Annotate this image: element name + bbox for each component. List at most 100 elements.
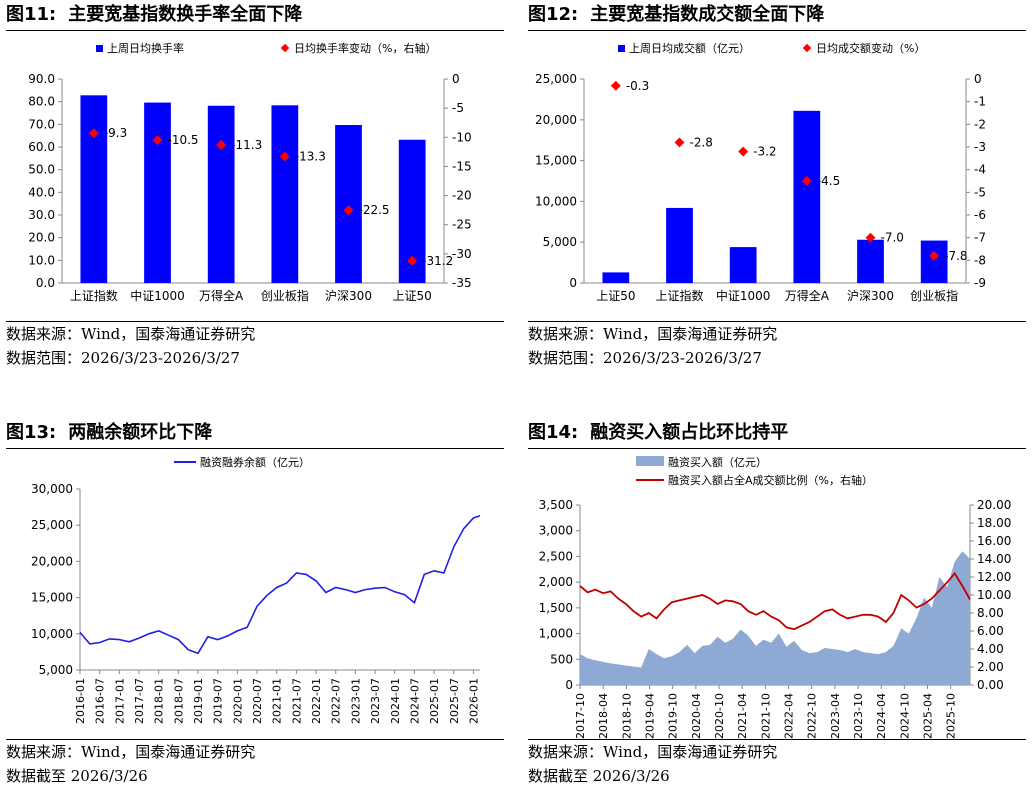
legend-label: 上周日均换手率 <box>107 41 184 55</box>
y-tick-label-right: -6 <box>974 208 986 222</box>
y-tick-label-right: -10 <box>452 130 472 144</box>
y-tick-label-left: 90.0 <box>28 72 55 86</box>
y-tick-label: 10,000 <box>31 627 73 641</box>
y-tick-label-left: 2,500 <box>539 549 573 563</box>
x-tick-label: 创业板指 <box>261 288 309 303</box>
data-label: -4.5 <box>817 174 840 188</box>
bar <box>80 95 108 283</box>
y-tick-label-left: 0.0 <box>36 276 55 290</box>
bar <box>793 110 821 283</box>
legend-label: 上周日均成交额（亿元） <box>629 41 750 55</box>
y-tick-label-right: -20 <box>452 189 472 203</box>
x-tick-label: 2020-07 <box>251 678 264 724</box>
range-note: 数据截至 2026/3/26 <box>6 767 148 785</box>
y-tick-label-right: -1 <box>974 95 986 109</box>
y-tick-label-right: -25 <box>452 218 472 232</box>
y-tick-label-left: 0 <box>569 276 577 290</box>
x-tick-label: 上证指数 <box>655 288 703 303</box>
x-tick-label: 2022-07 <box>330 678 343 724</box>
figure-number: 图12: <box>528 4 579 25</box>
y-tick-label-right: 4.00 <box>977 642 1004 656</box>
x-tick-label: 万得全A <box>199 288 244 303</box>
chart-area: 融资买入额（亿元） 融资买入额占全A成交额比例（%，右轴） 0 500 1,000 1,5… <box>528 449 1026 740</box>
chart-panel-fig14: 图14: 融资买入额占比环比持平 融资买入额（亿元） 融资买入额占全A成交额比例（%… <box>528 418 1026 788</box>
x-tick-label: 2025-01 <box>428 678 441 724</box>
legend-label: 日均成交额变动（%） <box>816 41 925 55</box>
x-tick-label: 2019-07 <box>212 678 225 724</box>
x-tick-label: 2024-01 <box>389 678 402 724</box>
financing-buy-area-chart: 融资买入额（亿元） 融资买入额占全A成交额比例（%，右轴） 0 500 1,000 1,5… <box>539 456 1011 739</box>
y-tick-label-left: 25,000 <box>535 72 577 86</box>
x-tick-label: 2021-07 <box>290 678 303 724</box>
y-tick-label-left: 1,500 <box>539 601 573 615</box>
bar <box>920 240 948 283</box>
data-label: -11.3 <box>231 138 262 152</box>
x-tick-label: 2023-10 <box>852 693 865 739</box>
y-tick-label-right: 0 <box>974 72 982 86</box>
y-tick-label-left: 60.0 <box>28 140 55 154</box>
x-tick-label: 2018-10 <box>620 693 633 739</box>
y-tick-label-right: -4 <box>974 163 986 177</box>
turnover-bar-chart: 上周日均换手率 日均换手率变动（%，右轴） 0.0 10.0 20.0 30.0 40.0 5… <box>28 41 472 303</box>
x-tick-label: 2021-01 <box>271 678 284 724</box>
change-marker <box>343 205 354 216</box>
y-tick-label-left: 80.0 <box>28 95 55 109</box>
y-tick-label-right: 16.00 <box>977 534 1011 548</box>
data-label: -3.2 <box>753 145 776 159</box>
x-tick-label: 2020-01 <box>231 678 244 724</box>
source-note: 数据来源：Wind，国泰海通证券研究 <box>528 743 778 761</box>
chart-area: 融资融券余额（亿元） 5,000 10,000 15,000 20,000 25,000 3… <box>6 449 504 740</box>
chart-panel-fig13: 图13: 两融余额环比下降 融资融券余额（亿元） 5,000 10,000 15,000… <box>6 418 504 788</box>
x-tick-label: 万得全A <box>785 288 830 303</box>
x-tick-label: 创业板指 <box>910 288 958 303</box>
y-tick-label-left: 3,000 <box>539 524 573 538</box>
figure-number: 图11: <box>6 4 57 25</box>
chart-area: 上周日均成交额（亿元） 日均成交额变动（%） 0 5,000 10,000 15,000 2… <box>528 31 1026 322</box>
bar <box>335 125 362 283</box>
data-label: -9.3 <box>104 126 127 140</box>
data-label: -31.2 <box>422 254 453 268</box>
x-tick-label: 2020-04 <box>690 693 703 739</box>
legend-swatch-bar <box>96 45 103 52</box>
series-area <box>580 551 970 685</box>
change-marker <box>929 250 940 261</box>
legend-label: 融资买入额（亿元） <box>668 456 767 469</box>
y-tick-label-left: 1,000 <box>539 627 573 641</box>
x-tick-label: 2022-10 <box>806 693 819 739</box>
change-marker <box>738 146 749 157</box>
y-tick-label-left: 50.0 <box>28 163 55 177</box>
y-tick-label-left: 0 <box>565 678 573 692</box>
x-tick-label: 2022-01 <box>310 678 323 724</box>
y-tick-label-left: 5,000 <box>543 235 577 249</box>
x-tick-label: 2021-10 <box>759 693 772 739</box>
y-tick-label-right: -5 <box>452 101 464 115</box>
x-tick-label: 2023-07 <box>369 678 382 724</box>
change-marker <box>801 176 812 186</box>
legend-swatch-marker <box>802 43 812 53</box>
x-tick-label: 沪深300 <box>847 289 894 303</box>
y-tick-label-right: 10.00 <box>977 588 1011 602</box>
y-tick-label-left: 500 <box>550 652 573 666</box>
y-tick-label-right: 14.00 <box>977 552 1011 566</box>
margin-balance-line-chart: 融资融券余额（亿元） 5,000 10,000 15,000 20,000 25,000 3… <box>31 455 480 724</box>
y-tick-label-left: 30.0 <box>28 208 55 222</box>
bar <box>207 105 235 283</box>
source-note: 数据来源：Wind，国泰海通证券研究 <box>6 743 256 761</box>
chart-title: 图13: 两融余额环比下降 <box>6 418 504 449</box>
legend-swatch-area <box>636 456 664 466</box>
chart-panel-fig11: 图11: 主要宽基指数换手率全面下降 上周日均换手率 日均换手率变动（%，右轴） 0.… <box>6 0 504 370</box>
chart-panel-fig12: 图12: 主要宽基指数成交额全面下降 上周日均成交额（亿元） 日均成交额变动（%） 0… <box>528 0 1026 370</box>
x-tick-label: 上证50 <box>393 289 432 303</box>
y-tick-label-left: 10,000 <box>535 194 577 208</box>
y-tick-label-right: 0 <box>452 72 460 86</box>
x-tick-label: 上证指数 <box>70 288 118 303</box>
data-label: -2.8 <box>690 135 713 149</box>
bar <box>729 247 757 283</box>
amount-bar-chart: 上周日均成交额（亿元） 日均成交额变动（%） 0 5,000 10,000 15,000 2… <box>535 41 986 303</box>
figure-title: 融资买入额占比环比持平 <box>590 422 789 443</box>
x-tick-label: 2016-01 <box>74 678 87 724</box>
figure-title: 两融余额环比下降 <box>68 422 213 443</box>
y-tick-label-left: 2,000 <box>539 575 573 589</box>
legend-label: 日均换手率变动（%，右轴） <box>294 41 436 55</box>
x-tick-label: 2017-07 <box>133 678 146 724</box>
